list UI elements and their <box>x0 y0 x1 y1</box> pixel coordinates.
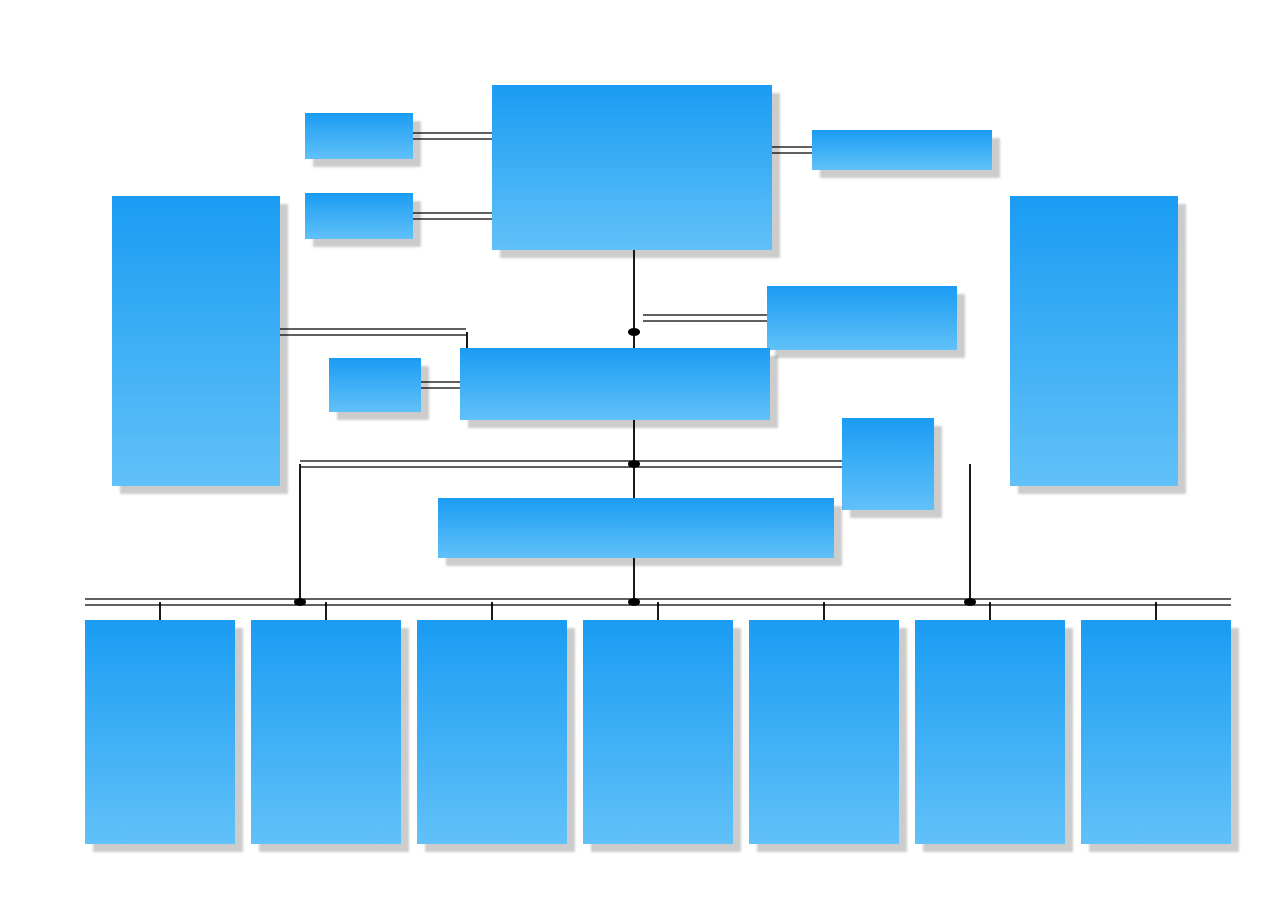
node-face <box>1081 620 1231 844</box>
node-right-tall <box>1010 196 1178 486</box>
node-s2 <box>305 193 413 239</box>
node-b4 <box>583 620 733 844</box>
node-face <box>329 358 421 412</box>
node-s1 <box>305 113 413 159</box>
node-face <box>85 620 235 844</box>
node-top <box>492 85 772 250</box>
node-face <box>460 348 770 420</box>
node-b6 <box>915 620 1065 844</box>
node-bar <box>438 498 834 558</box>
node-b7 <box>1081 620 1231 844</box>
node-b3 <box>417 620 567 844</box>
node-left-tall <box>112 196 280 486</box>
node-b2 <box>251 620 401 844</box>
node-face <box>112 196 280 486</box>
node-sq <box>842 418 934 510</box>
node-face <box>417 620 567 844</box>
node-face <box>492 85 772 250</box>
node-face <box>842 418 934 510</box>
node-mr <box>767 286 957 350</box>
node-face <box>305 113 413 159</box>
node-face <box>583 620 733 844</box>
node-b5 <box>749 620 899 844</box>
node-face <box>749 620 899 844</box>
node-mid <box>460 348 770 420</box>
node-s3 <box>329 358 421 412</box>
node-b1 <box>85 620 235 844</box>
node-tr <box>812 130 992 170</box>
node-face <box>1010 196 1178 486</box>
node-face <box>767 286 957 350</box>
node-face <box>305 193 413 239</box>
node-face <box>812 130 992 170</box>
node-face <box>438 498 834 558</box>
node-face <box>915 620 1065 844</box>
org-chart <box>0 0 1280 904</box>
node-face <box>251 620 401 844</box>
